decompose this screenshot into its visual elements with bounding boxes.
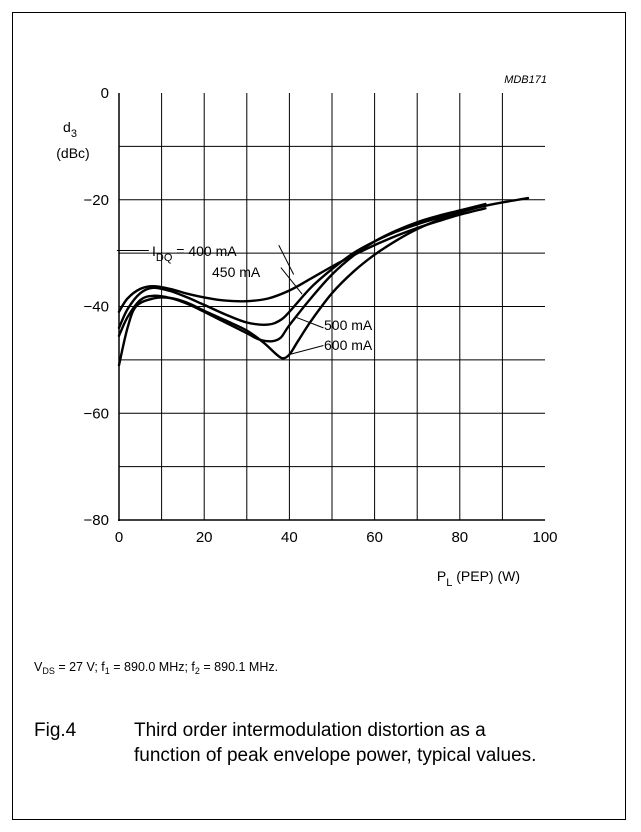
figure-number: Fig.4	[34, 720, 77, 741]
y-axis-label: d3	[63, 119, 77, 140]
label-500ma: 500 mA	[324, 317, 373, 333]
caption-text: Third order intermodulation distortion a…	[134, 720, 537, 766]
y-tick-label: −80	[84, 512, 109, 529]
label-400ma: IDQ = 400 mA	[152, 243, 237, 264]
label-leader-lines	[116, 244, 324, 356]
leader-line-450ma	[280, 267, 303, 295]
y-tick-label: −40	[84, 299, 109, 316]
y-tick-label: 0	[101, 85, 109, 102]
label-450ma: 450 mA	[212, 264, 261, 280]
tick-labels: 0 20 40 60 80 100 0 −20 −40 −60 −80	[84, 85, 558, 546]
series-line-450ma	[117, 203, 487, 330]
leader-line-600ma	[289, 344, 324, 356]
leader-line-400ma	[278, 244, 295, 275]
series-line-400ma	[117, 207, 487, 313]
label-600ma: 600 mA	[324, 337, 373, 353]
x-tick-label: 100	[532, 529, 557, 546]
test-conditions: VDS = 27 V; f1 = 890.0 MHz; f2 = 890.1 M…	[34, 660, 279, 676]
leader-line-500ma	[295, 316, 324, 329]
figure-code: MDB171	[504, 74, 547, 86]
x-tick-label: 40	[281, 529, 298, 546]
x-tick-label: 0	[115, 529, 123, 546]
y-tick-label: −60	[84, 405, 109, 422]
x-axis-label: PL (PEP) (W)	[437, 568, 520, 589]
y-axis-unit: (dBc)	[56, 145, 89, 161]
x-tick-label: 20	[196, 529, 213, 546]
grid	[118, 93, 545, 521]
figure-frame	[12, 12, 626, 820]
x-tick-label: 60	[366, 529, 383, 546]
x-tick-label: 80	[451, 529, 468, 546]
y-tick-label: −20	[84, 192, 109, 209]
